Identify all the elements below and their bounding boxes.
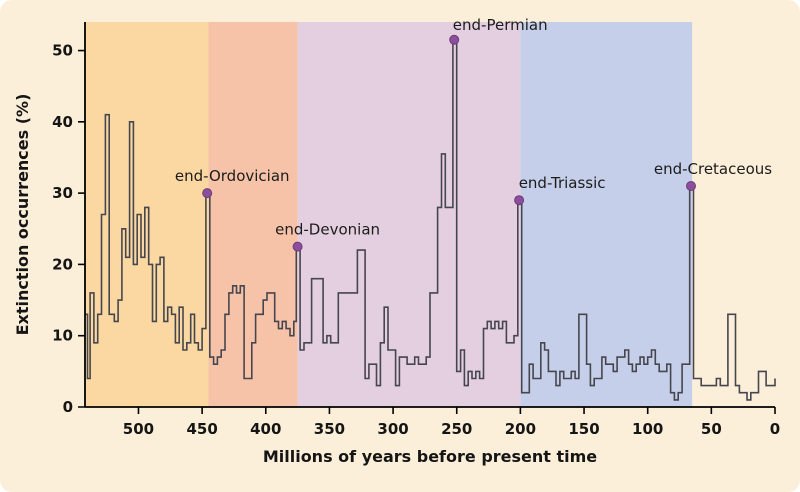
y-tick-label: 50 (52, 42, 73, 60)
x-tick-label: 0 (770, 420, 780, 438)
x-tick-label: 450 (186, 420, 217, 438)
y-tick-label: 30 (52, 184, 73, 202)
y-tick-label: 10 (52, 327, 73, 345)
x-tick-label: 300 (377, 420, 408, 438)
end-triassic-label: end-Triassic (519, 174, 606, 192)
x-tick-label: 350 (314, 420, 345, 438)
y-axis-title: Extinction occurrences (%) (13, 94, 32, 336)
x-tick-label: 200 (505, 420, 536, 438)
x-tick-label: 500 (123, 420, 154, 438)
end-cretaceous-marker (686, 181, 696, 191)
end-permian-label: end-Permian (453, 16, 548, 34)
extinction-line (85, 39, 776, 401)
x-tick-label: 100 (632, 420, 663, 438)
end-ordovician-label: end-Ordovician (175, 167, 290, 185)
x-tick-label: 250 (441, 420, 472, 438)
end-devonian-marker (292, 241, 303, 252)
end-cretaceous-label: end-Cretaceous (654, 160, 772, 178)
band-cenozoic (692, 22, 775, 407)
end-triassic-marker (514, 195, 525, 206)
y-tick-label: 40 (52, 113, 73, 131)
x-tick-label: 150 (568, 420, 599, 438)
x-tick-label: 50 (701, 420, 722, 438)
x-axis-title: Millions of years before present time (263, 447, 597, 466)
y-tick-label: 0 (63, 398, 73, 416)
y-tick-label: 20 (52, 255, 73, 273)
band-jurassic-cretaceous (520, 22, 693, 407)
end-permian-marker (449, 34, 460, 45)
band-carboniferous-permian-triassic (297, 22, 521, 407)
end-devonian-label: end-Devonian (275, 221, 380, 239)
end-ordovician-marker (202, 188, 213, 199)
x-tick-label: 400 (250, 420, 281, 438)
